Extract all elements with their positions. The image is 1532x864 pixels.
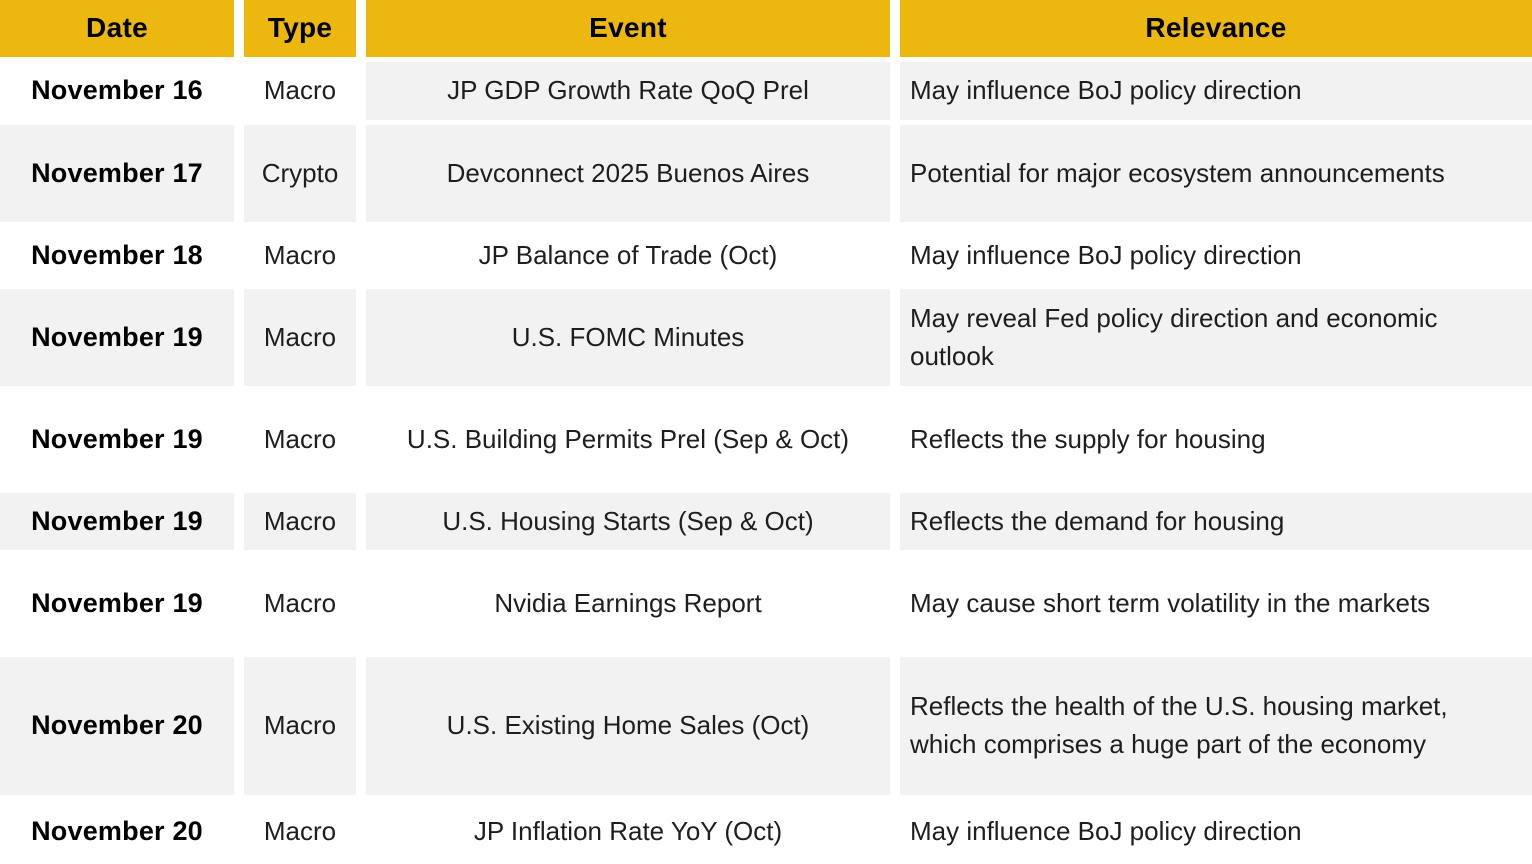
cell-date: November 16 (0, 62, 234, 120)
cell-type: Macro (244, 493, 356, 550)
cell-relevance: Reflects the demand for housing (900, 493, 1532, 550)
cell-date: November 20 (0, 800, 234, 864)
column-header-date: Date (0, 0, 234, 57)
cell-relevance: Reflects the health of the U.S. housing … (900, 657, 1532, 795)
cell-type: Macro (244, 391, 356, 488)
cell-date: November 19 (0, 493, 234, 550)
cell-type: Macro (244, 62, 356, 120)
cell-date: November 19 (0, 391, 234, 488)
cell-event: JP GDP Growth Rate QoQ Prel (366, 62, 890, 120)
cell-relevance: May influence BoJ policy direction (900, 227, 1532, 284)
cell-date: November 19 (0, 289, 234, 386)
cell-event: Nvidia Earnings Report (366, 555, 890, 652)
cell-event: U.S. Housing Starts (Sep & Oct) (366, 493, 890, 550)
cell-event: U.S. Existing Home Sales (Oct) (366, 657, 890, 795)
column-header-event: Event (366, 0, 890, 57)
cell-relevance: May cause short term volatility in the m… (900, 555, 1532, 652)
cell-type: Macro (244, 657, 356, 795)
column-header-type: Type (244, 0, 356, 57)
cell-relevance: May influence BoJ policy direction (900, 800, 1532, 864)
cell-date: November 17 (0, 125, 234, 222)
cell-date: November 19 (0, 555, 234, 652)
cell-date: November 18 (0, 227, 234, 284)
cell-type: Macro (244, 227, 356, 284)
cell-type: Crypto (244, 125, 356, 222)
cell-type: Macro (244, 555, 356, 652)
column-header-relevance: Relevance (900, 0, 1532, 57)
cell-relevance: Potential for major ecosystem announceme… (900, 125, 1532, 222)
cell-type: Macro (244, 289, 356, 386)
cell-event: JP Inflation Rate YoY (Oct) (366, 800, 890, 864)
cell-event: U.S. Building Permits Prel (Sep & Oct) (366, 391, 890, 488)
cell-relevance: May reveal Fed policy direction and econ… (900, 289, 1532, 386)
cell-event: U.S. FOMC Minutes (366, 289, 890, 386)
cell-event: JP Balance of Trade (Oct) (366, 227, 890, 284)
cell-type: Macro (244, 800, 356, 864)
cell-event: Devconnect 2025 Buenos Aires (366, 125, 890, 222)
cell-date: November 20 (0, 657, 234, 795)
cell-relevance: May influence BoJ policy direction (900, 62, 1532, 120)
cell-relevance: Reflects the supply for housing (900, 391, 1532, 488)
